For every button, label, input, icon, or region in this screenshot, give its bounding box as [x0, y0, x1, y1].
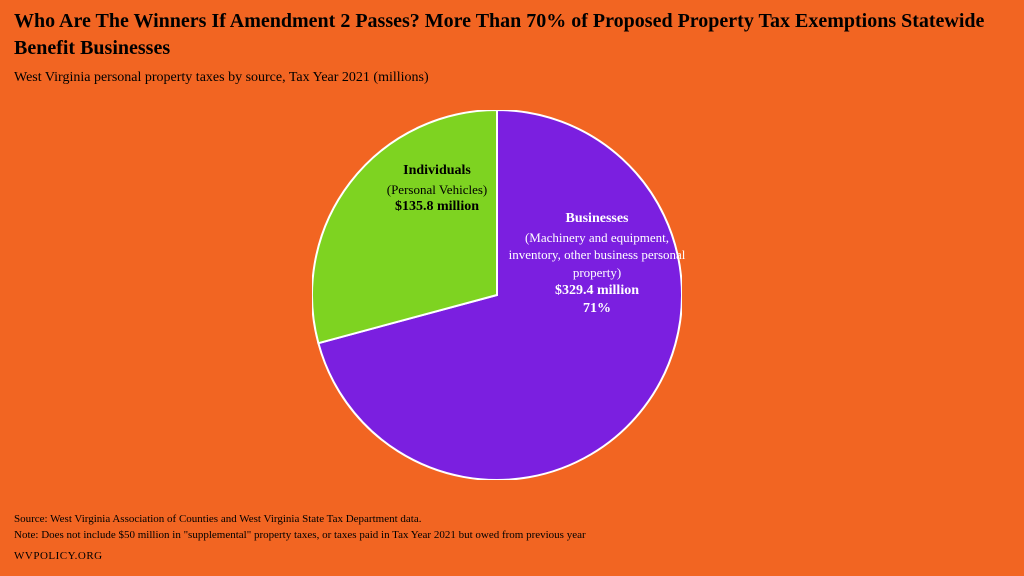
slice-name: Businesses [502, 210, 692, 229]
chart-title: Who Are The Winners If Amendment 2 Passe… [14, 8, 1004, 62]
footer-source: Source: West Virginia Association of Cou… [14, 511, 1004, 528]
slice-name: Individuals [352, 162, 522, 181]
slice-desc: (Machinery and equipment, inventory, oth… [502, 229, 692, 282]
pie-chart: Individuals (Personal Vehicles) $135.8 m… [312, 110, 682, 480]
slice-amount: $329.4 million [502, 282, 692, 301]
chart-footer: Source: West Virginia Association of Cou… [14, 511, 1004, 565]
slice-desc: (Personal Vehicles) [352, 181, 522, 199]
chart-subtitle: West Virginia personal property taxes by… [14, 70, 429, 86]
slice-label-businesses: Businesses (Machinery and equipment, inv… [502, 210, 692, 319]
slice-amount: $135.8 million [352, 198, 522, 217]
footer-note: Note: Does not include $50 million in "s… [14, 527, 1004, 544]
slice-percent: 71% [502, 300, 692, 319]
slice-label-individuals: Individuals (Personal Vehicles) $135.8 m… [352, 162, 522, 217]
footer-org: WVPOLICY.ORG [14, 548, 1004, 565]
